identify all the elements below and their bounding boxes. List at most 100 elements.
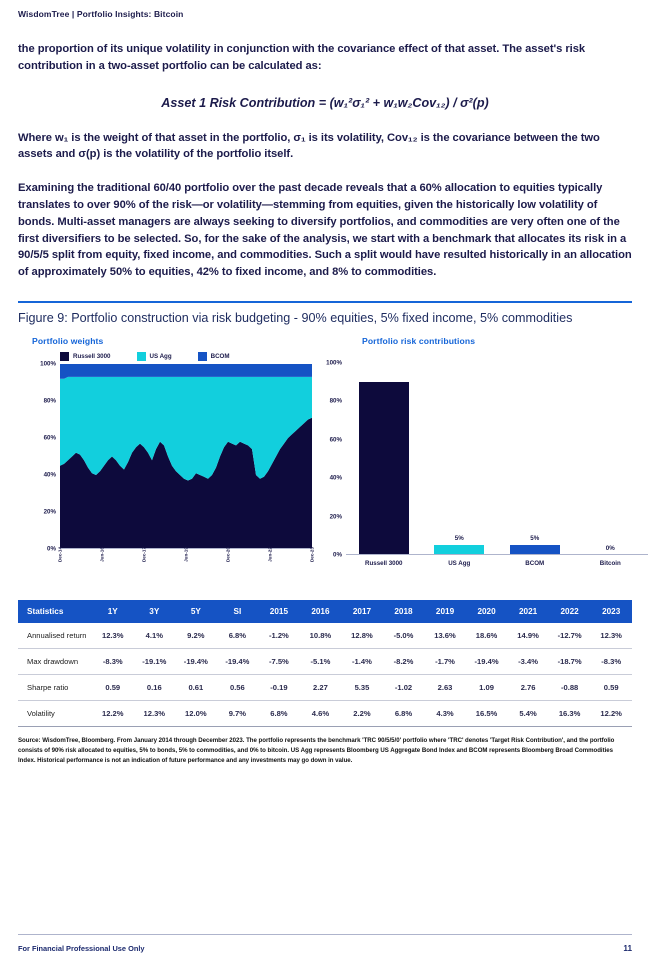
table-row: Sharpe ratio 0.59 0.16 0.61 0.56 -0.19 2.27 5.3…	[18, 674, 632, 702]
legend-swatch-icon	[136, 352, 146, 362]
table-cell: 12.8%	[341, 623, 383, 650]
legend-swatch-icon	[197, 352, 207, 362]
x-axis-tick: Jun-22	[267, 547, 273, 562]
table-header-cell: 2018	[382, 600, 425, 624]
table-cell: -19.1%	[133, 648, 176, 676]
legend-label: US Agg	[149, 353, 172, 361]
figure-divider	[18, 300, 632, 303]
bar-category-label: BCOM	[525, 560, 545, 568]
table-cell: 5.35	[341, 674, 383, 702]
legend-item: Russell 3000	[60, 352, 111, 362]
table-cell: 9.2%	[175, 623, 217, 650]
table-header-row: Statistics 1Y 3Y 5Y SI 2015 2016 2017 2018 2019 20…	[18, 600, 632, 624]
y-axis-tick: 0%	[47, 545, 56, 553]
table-header-cell: 2020	[465, 600, 508, 624]
table-header-cell: 2019	[424, 600, 466, 624]
bar	[509, 545, 560, 556]
table-cell: -8.3%	[590, 648, 632, 676]
bar-group: 5% 5% 0%	[346, 363, 648, 556]
y-axis-tick: 100%	[40, 360, 56, 368]
table-header-cell: 2022	[548, 600, 591, 624]
legend-label: Russell 3000	[73, 353, 111, 361]
x-axis-tick: Dec-20	[225, 547, 231, 563]
table-cell: -18.7%	[548, 648, 591, 676]
x-axis-risk: Russell 3000 US Agg BCOM Bitcoin	[346, 555, 648, 567]
table-cell: 4.6%	[299, 700, 342, 728]
table-cell: -8.3%	[92, 648, 134, 676]
chart-risk-contributions: Portfolio risk contributions 100% 80% 60% 4…	[318, 336, 648, 567]
table-header-cell: SI	[216, 600, 259, 624]
paragraph-2: Where w₁ is the weight of that asset in …	[18, 131, 600, 161]
table-cell: 12.3%	[590, 623, 632, 650]
table-header-cell: 2023	[590, 600, 632, 624]
figure-title: Figure 9: Portfolio construction via ris…	[18, 310, 573, 325]
table-cell: 6.8%	[382, 700, 425, 728]
table-cell: 18.6%	[465, 623, 508, 650]
bar	[358, 382, 409, 556]
footer-divider	[18, 934, 632, 935]
table-cell: -12.7%	[548, 623, 591, 650]
table-cell: 9.7%	[216, 700, 259, 728]
table-row-label: Volatility	[18, 700, 92, 728]
table-cell: 4.3%	[424, 700, 466, 728]
source-note: Source: WisdomTree, Bloomberg. From Janu…	[18, 736, 632, 766]
chart-legend: Russell 3000 US Agg BCOM	[60, 352, 312, 362]
table-header-cell: 3Y	[133, 600, 176, 624]
table-row-label: Sharpe ratio	[18, 674, 92, 702]
table-cell: -1.7%	[424, 648, 466, 676]
table-header-cell: 2017	[341, 600, 383, 624]
y-axis-tick: 80%	[329, 397, 342, 405]
table-row: Max drawdown -8.3% -19.1% -19.4% -19.4% -7.5%…	[18, 648, 632, 676]
bar-column	[358, 363, 409, 556]
table-cell: -1.2%	[258, 623, 300, 650]
body-copy: the proportion of its unique volatility …	[18, 41, 632, 281]
y-axis-risk: 100% 80% 60% 40% 20% 0%	[318, 360, 344, 559]
y-axis-tick: 20%	[329, 513, 342, 521]
table-header-cell: 5Y	[175, 600, 217, 624]
y-axis-tick: 60%	[43, 434, 56, 442]
table-cell: -1.4%	[341, 648, 383, 676]
chart-portfolio-weights: Portfolio weights Russell 3000 US Agg BCOM…	[32, 336, 315, 563]
table-cell: 2.2%	[341, 700, 383, 728]
legend-label: BCOM	[210, 353, 230, 361]
plot-risk-contributions: 100% 80% 60% 40% 20% 0% 5% 5% 0% Russell 3000 US…	[318, 360, 648, 567]
y-axis-tick: 20%	[43, 508, 56, 516]
table-cell: 13.6%	[424, 623, 466, 650]
table-body: Annualised return 12.3% 4.1% 9.2% 6.8% -1.2% 1…	[18, 623, 632, 728]
table-header-statistics: Statistics	[18, 600, 92, 624]
stacked-area-series	[60, 364, 312, 550]
bar-value-label: 5%	[530, 535, 540, 543]
bar-value-label: 0%	[605, 545, 615, 553]
formula-asset-risk-contribution: Asset 1 Risk Contribution = (w₁²σ₁² + w₁…	[161, 95, 489, 110]
table-header-cell: 2021	[507, 600, 549, 624]
table-cell: 16.3%	[548, 700, 591, 728]
table-cell: 2.76	[507, 674, 549, 702]
table-cell: -19.4%	[175, 648, 217, 676]
y-axis-tick: 40%	[43, 471, 56, 479]
table-cell: 12.3%	[92, 623, 134, 650]
table-header-cell: 2015	[258, 600, 300, 624]
table-cell: 14.9%	[507, 623, 549, 650]
bar-column: 5%	[434, 363, 485, 556]
plot-portfolio-weights: 100% 80% 60% 40% 20% 0% Dec-14 Jun-16 Dec-17 Jun…	[32, 360, 314, 563]
table-cell: 0.56	[216, 674, 259, 702]
table-row-label: Max drawdown	[18, 648, 92, 676]
statistics-table: Statistics 1Y 3Y 5Y SI 2015 2016 2017 2018 2019 20…	[18, 600, 632, 728]
table-cell: -8.2%	[382, 648, 425, 676]
x-axis-tick: Dec-23	[309, 547, 315, 563]
x-axis-tick: Jun-16	[99, 547, 105, 562]
x-axis-tick: Dec-14	[57, 547, 63, 563]
table-cell: 5.4%	[507, 700, 549, 728]
table-cell: 6.8%	[258, 700, 300, 728]
chart-portfolio-weights-title: Portfolio weights	[32, 336, 104, 347]
page-number: 11	[623, 944, 632, 953]
x-axis-tick: Dec-17	[141, 547, 147, 563]
table-cell: 2.63	[424, 674, 466, 702]
table-cell: 6.8%	[216, 623, 259, 650]
table-cell: 0.61	[175, 674, 217, 702]
table-cell: 12.0%	[175, 700, 217, 728]
x-axis-line-risk	[346, 554, 648, 556]
table-cell: -0.19	[258, 674, 300, 702]
x-axis-line-weights	[60, 548, 312, 550]
